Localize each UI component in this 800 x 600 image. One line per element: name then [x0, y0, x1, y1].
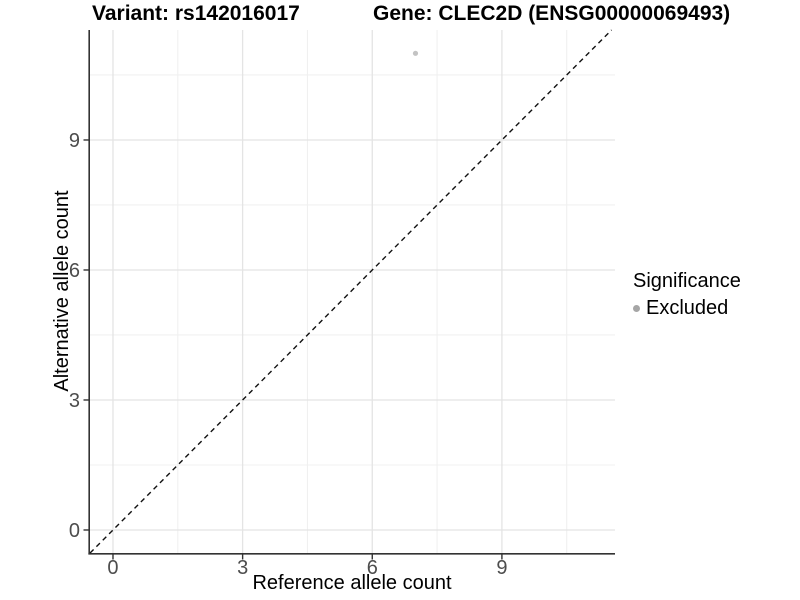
plot-title-gene: Gene: CLEC2D (ENSG00000069493) — [373, 2, 731, 25]
x-tick-label: 9 — [496, 557, 507, 579]
plot-title-variant: Variant: rs142016017 — [92, 2, 300, 25]
x-tick-label: 0 — [107, 557, 118, 579]
y-tick-label: 3 — [69, 390, 80, 412]
y-tick-label: 6 — [69, 260, 80, 282]
x-axis-title: Reference allele count — [252, 572, 452, 594]
legend-title: Significance — [633, 270, 741, 292]
y-tick-label: 9 — [69, 130, 80, 152]
excluded-point-icon — [633, 304, 640, 312]
y-tick-label: 0 — [69, 520, 80, 542]
legend: Significance Excluded — [633, 271, 741, 319]
x-tick-label: 6 — [367, 557, 378, 579]
identity-reference-line — [89, 29, 613, 554]
legend-item-label: Excluded — [646, 297, 729, 319]
data-point-excluded — [412, 50, 419, 56]
x-tick-label: 3 — [237, 557, 248, 579]
legend-item-excluded: Excluded — [633, 297, 741, 319]
y-axis-title: Alternative allele count — [51, 190, 73, 392]
